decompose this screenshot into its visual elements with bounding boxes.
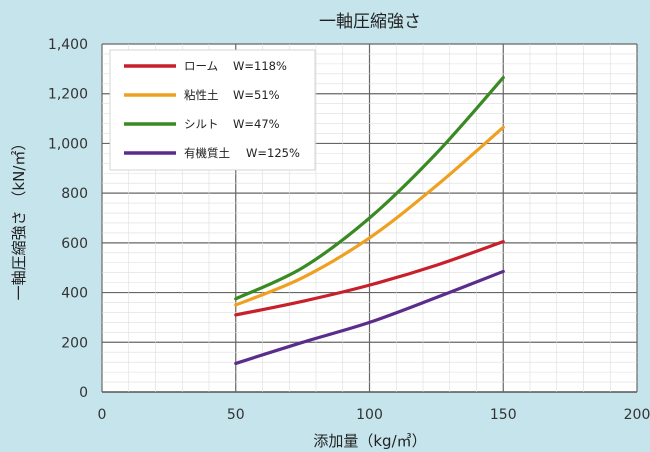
chart-title: 一軸圧縮強さ	[319, 12, 421, 32]
legend-entry-name: 有機質土	[184, 146, 230, 160]
legend-entry-name: ローム	[184, 59, 218, 73]
series-line	[234, 240, 505, 317]
x-tick-label: 100	[356, 407, 383, 423]
y-tick-labels: 0 200 400 600 800 1,000 1,200 1,400	[48, 37, 88, 401]
y-tick-label: 1,400	[48, 37, 88, 53]
legend-entry-w: W=47%	[233, 117, 280, 131]
series-line	[234, 269, 505, 366]
legend: ローム W=118% 粘性土 W=51% シルト W=47% 有機質土 W=125%	[109, 49, 316, 171]
legend-entry-name: シルト	[184, 117, 219, 131]
series-line	[234, 125, 505, 307]
series-line	[234, 75, 505, 301]
legend-entry-name: 粘性土	[184, 88, 219, 102]
series-lines	[234, 75, 505, 366]
y-axis-label: 一軸圧縮強さ （kN/㎡）	[10, 136, 28, 301]
legend-entry-w: W=125%	[246, 146, 300, 160]
y-tick-label: 800	[61, 186, 88, 202]
x-tick-label: 0	[98, 407, 107, 423]
y-tick-label: 600	[61, 236, 88, 252]
y-tick-label: 1,200	[48, 87, 88, 103]
x-tick-label: 200	[624, 407, 650, 423]
legend-box	[109, 49, 316, 171]
legend-entry-w: W=118%	[233, 59, 287, 73]
y-tick-label: 0	[79, 385, 88, 401]
x-axis-label: 添加量（kg/㎥）	[313, 432, 426, 450]
y-tick-label: 1,000	[48, 136, 88, 152]
x-tick-label: 50	[227, 407, 245, 423]
y-tick-label: 400	[61, 286, 88, 302]
x-tick-labels: 0 50 100 150 200	[98, 407, 650, 423]
y-tick-label: 200	[61, 335, 88, 351]
legend-entry-w: W=51%	[233, 88, 280, 102]
x-tick-label: 150	[490, 407, 517, 423]
